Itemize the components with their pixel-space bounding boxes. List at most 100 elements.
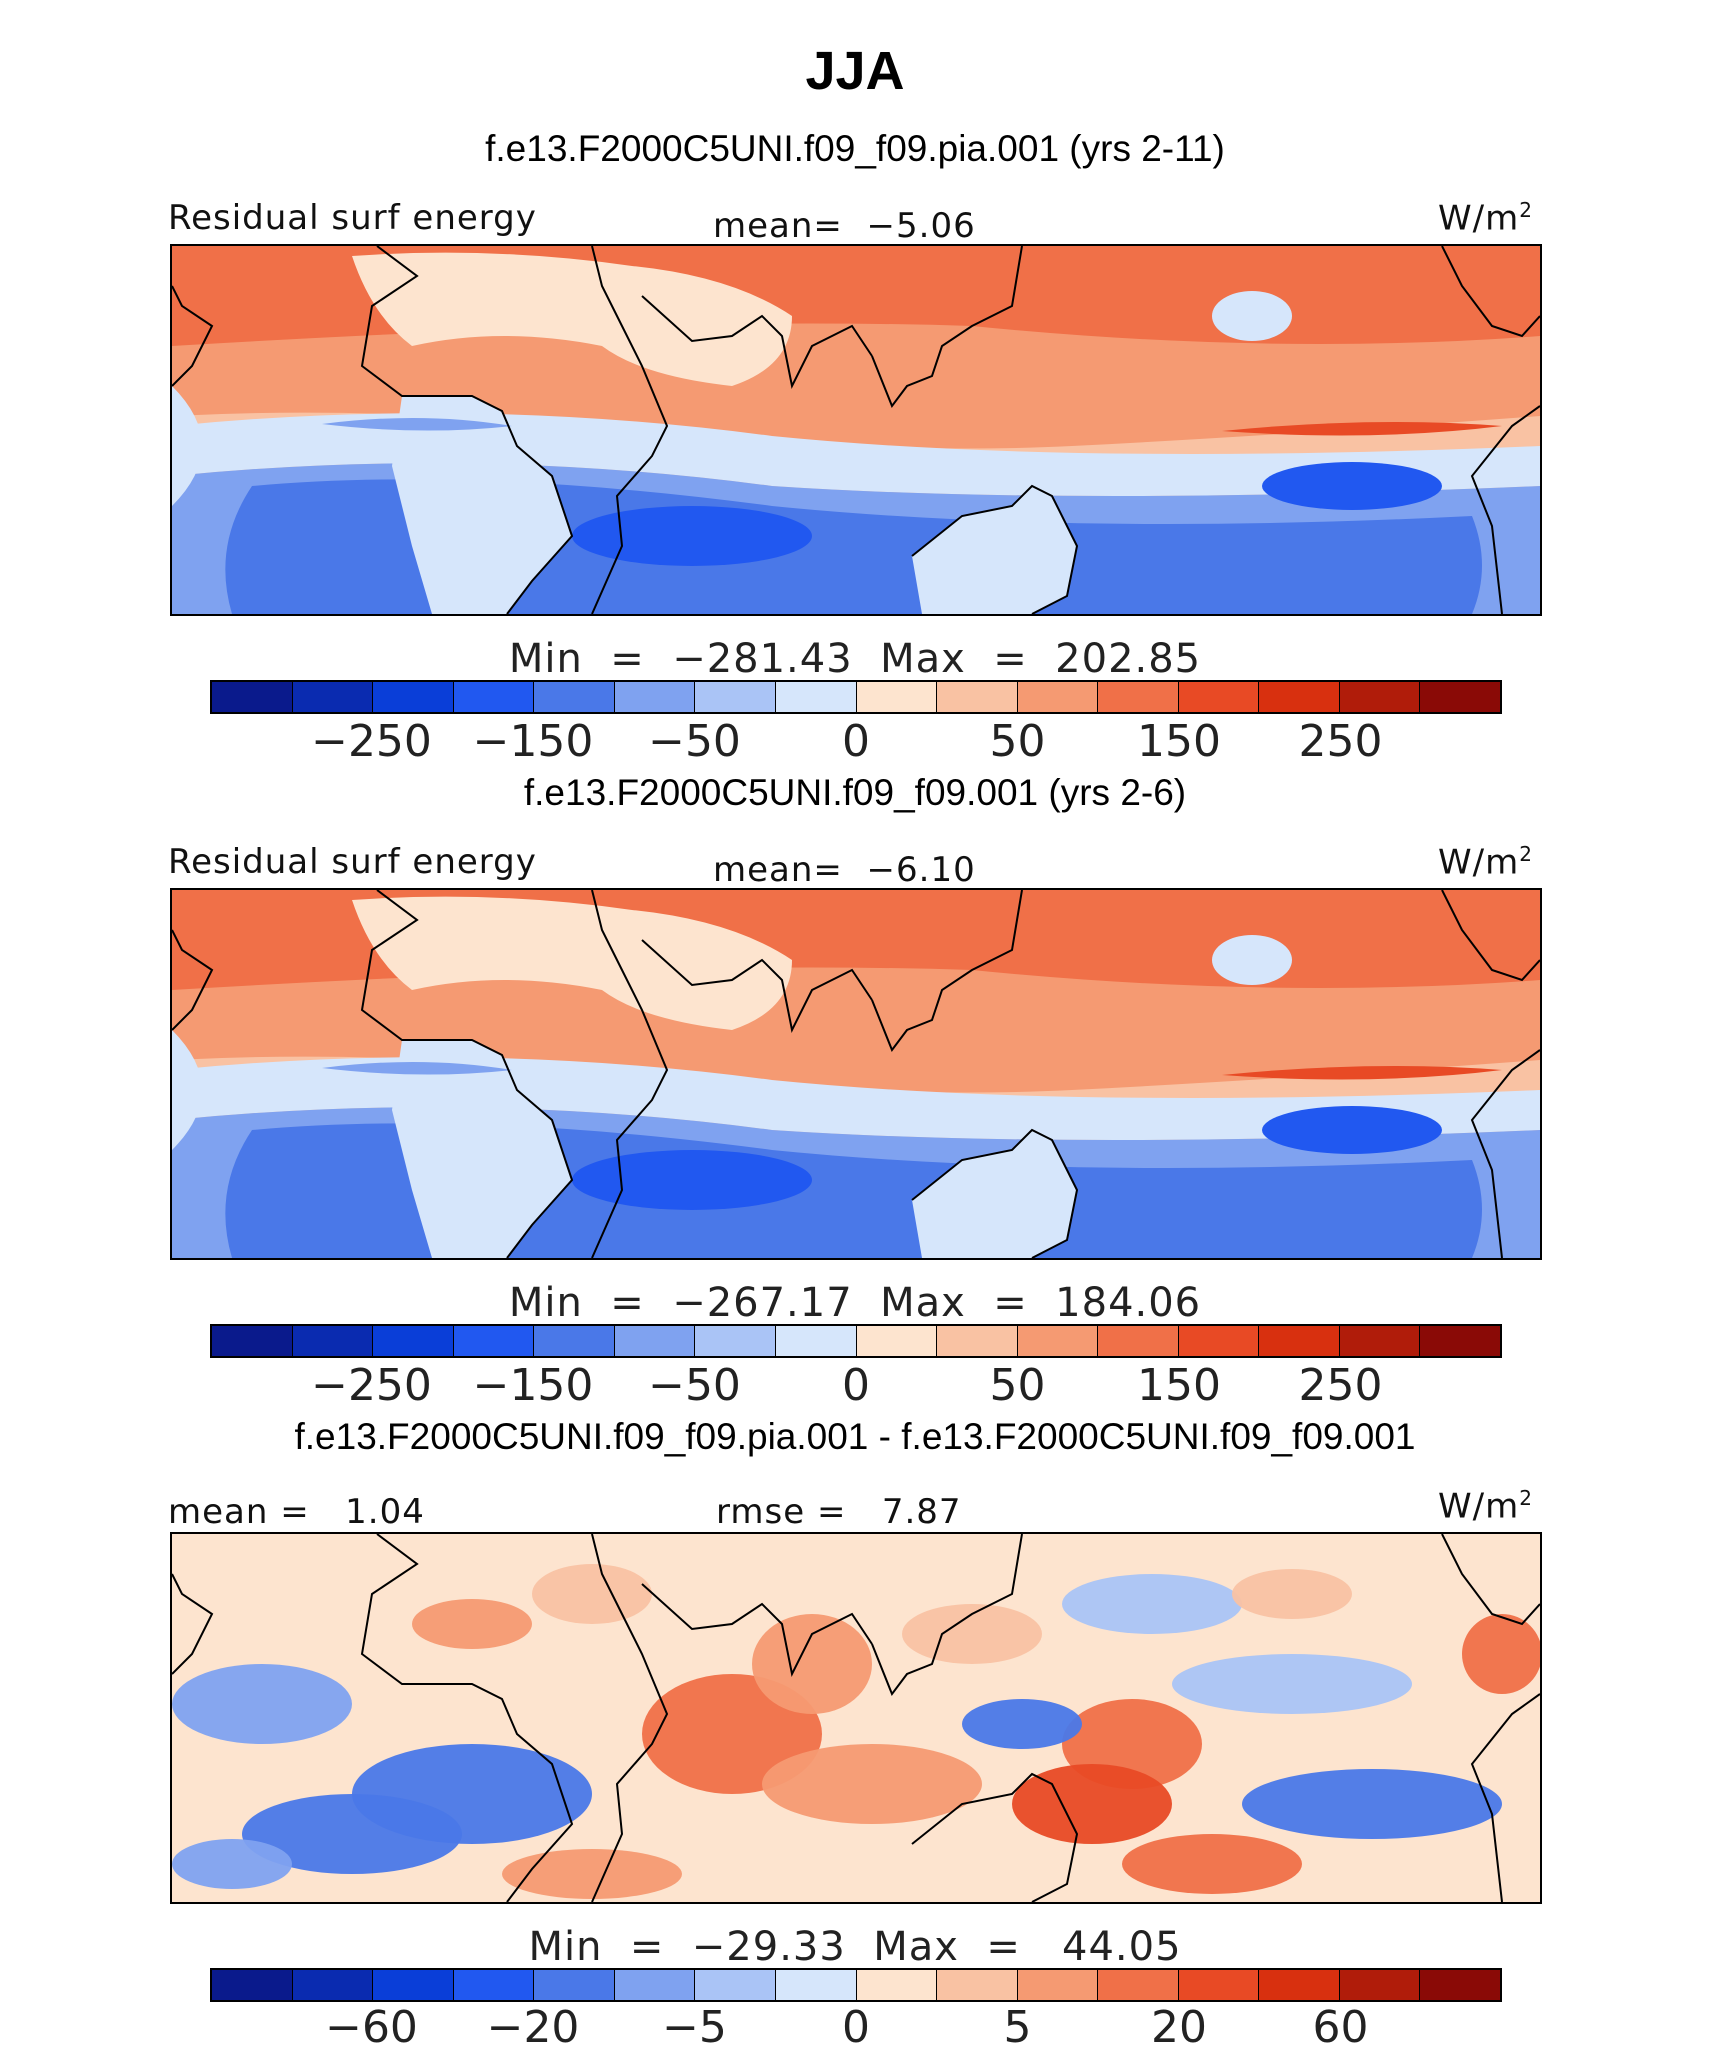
panel-1-minmax: Min = −281.43 Max = 202.85 (508, 636, 1202, 682)
colorbar-swatch (856, 682, 938, 712)
panel-3-map (170, 1532, 1542, 1904)
colorbar-tick-label: −250 (311, 716, 432, 767)
field-anomaly-region (1462, 1614, 1540, 1694)
colorbar-swatch (1339, 1326, 1421, 1356)
colorbar-tick-label: −150 (472, 1360, 594, 1411)
colorbar-swatch (1017, 1326, 1099, 1356)
field-land-region (392, 1040, 572, 1258)
panel-3-colorbar (210, 1968, 1502, 2002)
panel-2-units-label: W/m2 (1438, 842, 1533, 883)
coastline (1441, 246, 1540, 338)
colorbar-swatch (695, 1970, 776, 2000)
colorbar-tick-label: −150 (472, 716, 594, 767)
coastline (360, 246, 574, 614)
panel-2-map (170, 888, 1542, 1260)
panel-1-case-title: f.e13.F2000C5UNI.f09_f09.pia.001 (yrs 2-… (485, 128, 1225, 169)
colorbar-swatch (1098, 1326, 1179, 1356)
field-minimum-region (1262, 462, 1442, 510)
colorbar-tick-label: −50 (648, 1360, 741, 1411)
field-local-minimum (1212, 935, 1292, 985)
field-minimum-region (1262, 1106, 1442, 1154)
colorbar-swatch (614, 1970, 696, 2000)
panel-1-map-svg (172, 246, 1540, 614)
colorbar-swatch (453, 1970, 535, 2000)
colorbar-tick-label: 250 (1298, 1360, 1383, 1411)
coastline (172, 1573, 214, 1675)
coastline (591, 890, 669, 1258)
colorbar-tick-label: 150 (1137, 1360, 1221, 1411)
colorbar-swatch (212, 1970, 293, 2000)
field-minimum-region (572, 1150, 812, 1210)
field-anomaly-region (412, 1599, 532, 1649)
field-minimum-region (572, 506, 812, 566)
field-itcz-streak (322, 1061, 512, 1075)
colorbar-swatch (1098, 682, 1179, 712)
colorbar-swatch (1420, 682, 1500, 712)
field-land-region (912, 486, 1077, 614)
panel-2-case-title: f.e13.F2000C5UNI.f09_f09.001 (yrs 2-6) (523, 772, 1187, 813)
field-land-region (912, 1130, 1077, 1258)
panel-1-colorbar (210, 680, 1502, 714)
panel-2-variable-label: Residual surf energy (168, 842, 537, 882)
panel-3-map-svg (172, 1534, 1540, 1902)
colorbar-swatch (1017, 1970, 1099, 2000)
colorbar-swatch (856, 1326, 938, 1356)
colorbar-tick-label: −20 (486, 2002, 580, 2053)
colorbar-tick-label: 50 (989, 716, 1046, 767)
colorbar-swatch (614, 682, 696, 712)
colorbar-swatch (775, 1970, 857, 2000)
colorbar-tick-label: −250 (311, 1360, 432, 1411)
coastline (641, 939, 873, 1034)
colorbar-tick-label: −5 (662, 2002, 727, 2053)
coastline (591, 1534, 669, 1902)
coastline (1470, 1049, 1540, 1258)
field-land-region (172, 386, 202, 506)
field-anomaly-region (242, 1794, 462, 1874)
colorbar-swatch (1420, 1970, 1500, 2000)
coastline (641, 295, 873, 390)
field-anomaly-region (1122, 1834, 1302, 1894)
colorbar-swatch (292, 682, 374, 712)
colorbar-swatch (695, 682, 776, 712)
colorbar-tick-label: 5 (1003, 2002, 1032, 2053)
field-anomaly-region (172, 1664, 352, 1744)
coastline (172, 285, 214, 387)
panel-3-units-label: W/m2 (1438, 1486, 1533, 1527)
panel-1-units-label: W/m2 (1438, 198, 1533, 239)
coastline (1441, 1534, 1540, 1626)
colorbar-tick-label: 50 (989, 1360, 1046, 1411)
colorbar-swatch (614, 1326, 696, 1356)
colorbar-swatch (775, 682, 857, 712)
colorbar-tick-label: −60 (325, 2002, 418, 2053)
colorbar-tick-label: 20 (1151, 2002, 1207, 2053)
colorbar-swatch (212, 1326, 293, 1356)
colorbar-swatch (1339, 682, 1421, 712)
panel-2-map-svg (172, 890, 1540, 1258)
colorbar-swatch (937, 682, 1018, 712)
panel-3-case-title: f.e13.F2000C5UNI.f09_f09.pia.001 - f.e13… (294, 1416, 1416, 1457)
field-transition-band (172, 413, 1540, 496)
colorbar-swatch (534, 682, 615, 712)
field-transition-band (172, 1057, 1540, 1140)
field-anomaly-region (752, 1614, 872, 1714)
colorbar-swatch (292, 1326, 374, 1356)
field-local-minimum (1212, 291, 1292, 341)
colorbar-swatch (1017, 682, 1099, 712)
colorbar-tick-label: 250 (1298, 716, 1383, 767)
colorbar-swatch (453, 1326, 535, 1356)
coastline (1470, 405, 1540, 614)
field-anomaly-region (1242, 1769, 1502, 1839)
colorbar-tick-label: 60 (1312, 2002, 1369, 2053)
coastline (1470, 1693, 1540, 1902)
panel-2-minmax: Min = −267.17 Max = 184.06 (508, 1280, 1202, 1326)
field-anomaly-region (502, 1849, 682, 1899)
field-land-region (392, 396, 572, 614)
colorbar-swatch (292, 1970, 374, 2000)
panel-1-mean-label: mean= −5.06 (713, 206, 976, 246)
colorbar-swatch (1259, 1326, 1340, 1356)
figure-title: JJA (805, 41, 905, 101)
colorbar-swatch (534, 1970, 615, 2000)
colorbar-swatch (1259, 1970, 1340, 2000)
coastline (871, 1534, 1023, 1697)
field-itcz-streak (322, 417, 512, 431)
